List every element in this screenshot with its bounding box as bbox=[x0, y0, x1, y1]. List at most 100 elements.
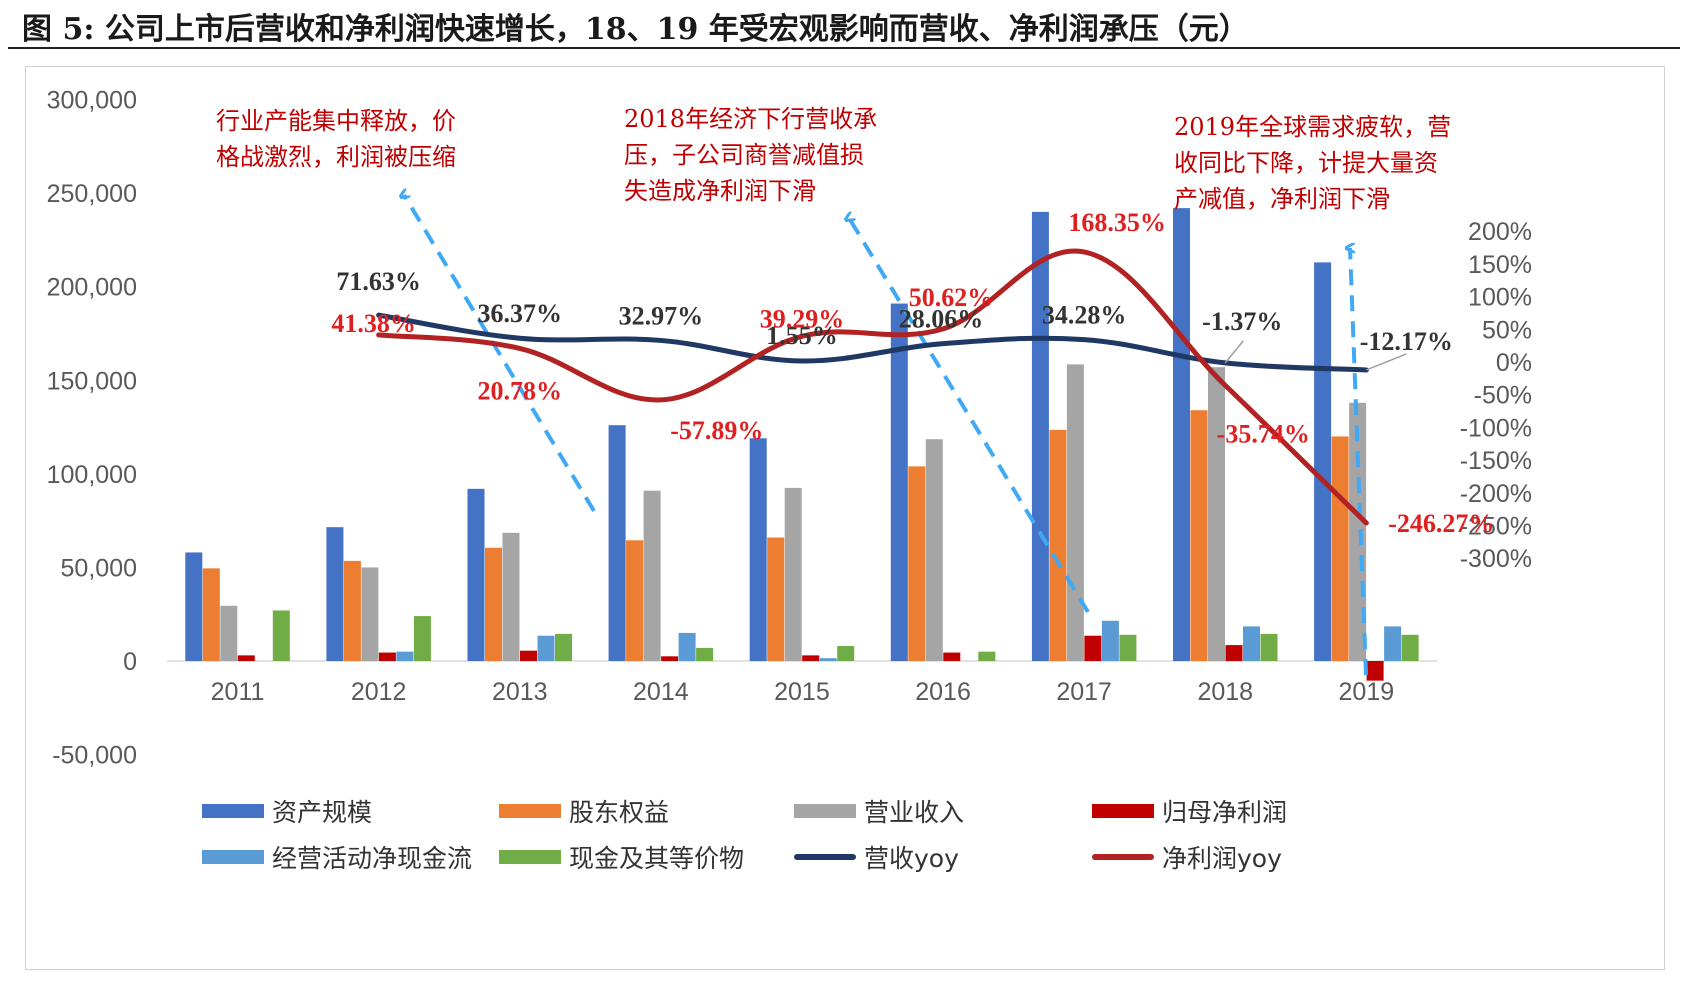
figure-title: 图 5: 公司上市后营收和净利润快速增长，18、19 年受宏观影响而营收、净利润… bbox=[22, 12, 1249, 47]
legend-label: 现金及其等价物 bbox=[569, 844, 745, 873]
bar bbox=[784, 487, 802, 661]
y-right-tick-label: 100% bbox=[1468, 284, 1532, 312]
leader-line bbox=[1224, 340, 1244, 364]
legend-swatch bbox=[1092, 804, 1154, 818]
bar bbox=[978, 651, 996, 661]
profit-yoy-line bbox=[376, 248, 1369, 526]
x-tick-label: 2014 bbox=[633, 678, 689, 706]
annotation-arrow bbox=[404, 195, 596, 513]
y-right-tick-label: -150% bbox=[1460, 447, 1532, 475]
legend-label: 资产规模 bbox=[272, 798, 373, 827]
legend-swatch bbox=[202, 850, 264, 864]
bar bbox=[485, 547, 502, 661]
title-rule bbox=[8, 47, 1680, 49]
legend-item: 营收yoy bbox=[794, 841, 959, 873]
bar bbox=[678, 632, 696, 661]
bar bbox=[1384, 626, 1402, 661]
y-right-tick-label: -50% bbox=[1474, 382, 1532, 410]
x-tick-label: 2013 bbox=[492, 678, 548, 706]
legend-swatch bbox=[794, 854, 856, 860]
bar bbox=[1401, 634, 1419, 661]
legend-label: 营收yoy bbox=[864, 844, 959, 873]
bar bbox=[626, 540, 644, 661]
bar bbox=[520, 650, 537, 661]
y-right-tick-label: 150% bbox=[1468, 251, 1532, 279]
y-left-tick-label: 250,000 bbox=[47, 180, 137, 208]
bar bbox=[555, 633, 572, 661]
bar bbox=[361, 567, 379, 661]
x-tick-label: 2019 bbox=[1339, 678, 1395, 706]
y-right-tick-label: 200% bbox=[1468, 218, 1532, 246]
bar bbox=[1190, 410, 1208, 661]
bar bbox=[943, 652, 961, 661]
bar bbox=[1066, 364, 1084, 661]
legend-swatch bbox=[202, 804, 264, 818]
arrows-group bbox=[404, 195, 1368, 676]
y-left-tick-label: 200,000 bbox=[47, 274, 137, 302]
profit-yoy-data-label: 168.35% bbox=[1068, 208, 1166, 237]
legend-item: 股东权益 bbox=[499, 795, 669, 827]
revenue-yoy-data-label: 71.63% bbox=[336, 267, 421, 296]
bar bbox=[467, 488, 485, 661]
bar bbox=[643, 490, 661, 661]
y-right-tick-label: -200% bbox=[1460, 480, 1532, 508]
annotation-2018: 2018年经济下行营收承 压，子公司商誉减值损 失造成净利润下滑 bbox=[624, 105, 878, 205]
legend-item: 经营活动净现金流 bbox=[202, 841, 472, 873]
legend-swatch bbox=[1092, 854, 1154, 860]
bar bbox=[220, 605, 238, 661]
legend-item: 资产规模 bbox=[202, 795, 372, 827]
revenue-yoy-data-label: 34.28% bbox=[1042, 301, 1127, 330]
legend-swatch bbox=[499, 850, 561, 864]
legend-swatch bbox=[499, 804, 561, 818]
lines-group bbox=[376, 248, 1369, 526]
legend-item: 营业收入 bbox=[794, 795, 964, 827]
x-tick-label: 2011 bbox=[211, 678, 265, 706]
profit-yoy-data-label: -246.27% bbox=[1388, 509, 1494, 538]
legend-swatch bbox=[794, 804, 856, 818]
y-right-tick-label: 50% bbox=[1482, 316, 1532, 344]
revenue-yoy-data-label: 32.97% bbox=[619, 301, 704, 330]
legend-label: 净利润yoy bbox=[1162, 844, 1282, 873]
profit-yoy-data-label: 20.78% bbox=[478, 376, 563, 405]
revenue-yoy-data-label: 36.37% bbox=[478, 299, 563, 328]
bar bbox=[413, 616, 431, 661]
x-tick-label: 2015 bbox=[774, 678, 830, 706]
y-right-tick-label: -300% bbox=[1460, 545, 1532, 573]
bar bbox=[1031, 211, 1049, 661]
legend-label: 股东权益 bbox=[569, 798, 670, 827]
y-left-tick-label: -50,000 bbox=[52, 742, 137, 770]
revenue-yoy-data-label: -12.17% bbox=[1360, 327, 1453, 356]
bar bbox=[608, 425, 626, 661]
bar bbox=[1173, 208, 1190, 661]
bar bbox=[185, 552, 203, 661]
data-labels-group: 71.63% 36.37% 32.97% 1.55% 28.06% 34.28% -1.37… bbox=[331, 208, 1494, 538]
bar bbox=[1225, 645, 1243, 661]
profit-yoy-data-label: 41.38% bbox=[331, 309, 416, 338]
bar bbox=[237, 655, 255, 661]
legend-item: 现金及其等价物 bbox=[499, 841, 744, 873]
bar bbox=[908, 466, 926, 661]
bar bbox=[378, 652, 396, 661]
bars-group bbox=[185, 208, 1419, 681]
bar bbox=[802, 655, 820, 661]
y-right-tick-label: -100% bbox=[1460, 414, 1532, 442]
x-tick-label: 2018 bbox=[1197, 678, 1253, 706]
chart-svg: 300,000 250,000 200,000 150,000 100,000 50,00… bbox=[47, 87, 1532, 770]
profit-yoy-data-label: -35.74% bbox=[1217, 419, 1310, 448]
y-right-tick-label: 0% bbox=[1496, 349, 1532, 377]
bar bbox=[1331, 436, 1349, 661]
annotation-2019: 2019年全球需求疲软，营 收同比下降，计提大量资 产减值，净利润下滑 bbox=[1174, 113, 1452, 213]
bar bbox=[1260, 633, 1278, 661]
bar bbox=[1314, 262, 1332, 661]
profit-yoy-data-label: 50.62% bbox=[909, 283, 994, 312]
bar bbox=[1119, 634, 1137, 661]
bar bbox=[202, 568, 220, 661]
bar bbox=[343, 560, 361, 661]
bar bbox=[696, 647, 714, 661]
legend-label: 归母净利润 bbox=[1162, 798, 1288, 827]
x-tick-label: 2017 bbox=[1056, 678, 1112, 706]
y-left-tick-label: 300,000 bbox=[47, 87, 137, 115]
annotation-arrow bbox=[1350, 248, 1368, 676]
bar bbox=[1049, 429, 1067, 661]
bar bbox=[502, 532, 520, 661]
